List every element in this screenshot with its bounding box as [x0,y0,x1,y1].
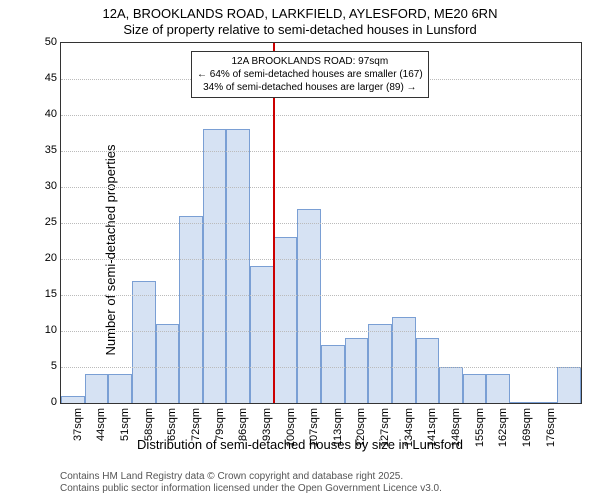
x-tick: 169sqm [521,408,533,448]
x-tick: 58sqm [143,408,155,448]
x-tick: 79sqm [214,408,226,448]
x-tick: 93sqm [261,408,273,448]
annotation-line: 12A BROOKLANDS ROAD: 97sqm [197,55,423,68]
bar [203,129,227,403]
y-tick: 35 [45,144,57,156]
bar [439,367,463,403]
bar [156,324,180,403]
y-tick: 15 [45,288,57,300]
x-tick: 65sqm [166,408,178,448]
y-tick: 20 [45,252,57,264]
x-tick: 37sqm [72,408,84,448]
bar [486,374,510,403]
gridline [61,223,581,224]
y-tick: 45 [45,72,57,84]
bar [534,402,558,403]
bar [368,324,392,403]
attribution-line1: Contains HM Land Registry data © Crown c… [60,471,403,482]
x-tick: 86sqm [237,408,249,448]
y-tick: 30 [45,180,57,192]
x-tick: 120sqm [355,408,367,448]
x-tick: 162sqm [497,408,509,448]
x-tick: 100sqm [285,408,297,448]
y-tick: 50 [45,36,57,48]
bar [85,374,109,403]
bar [274,237,298,403]
gridline [61,187,581,188]
x-tick: 113sqm [332,408,344,448]
bar [463,374,487,403]
x-tick: 44sqm [95,408,107,448]
x-tick: 141sqm [426,408,438,448]
x-axis-label: Distribution of semi-detached houses by … [0,437,600,452]
y-tick: 40 [45,108,57,120]
bar [226,129,250,403]
annotation-line: ← 64% of semi-detached houses are smalle… [197,68,423,81]
x-tick: 51sqm [119,408,131,448]
bar [392,317,416,403]
bar [321,345,345,403]
gridline [61,367,581,368]
x-tick: 155sqm [474,408,486,448]
x-tick: 107sqm [308,408,320,448]
x-tick: 134sqm [403,408,415,448]
bar [132,281,156,403]
x-tick: 176sqm [545,408,557,448]
y-tick: 5 [51,360,57,372]
bar [345,338,369,403]
property-size-chart: 12A, BROOKLANDS ROAD, LARKFIELD, AYLESFO… [0,0,600,500]
bar [61,396,85,403]
annotation-box: 12A BROOKLANDS ROAD: 97sqm← 64% of semi-… [191,51,429,98]
attribution-line2: Contains public sector information licen… [60,483,442,494]
bar [297,209,321,403]
bar [557,367,581,403]
bar [510,402,534,403]
gridline [61,331,581,332]
x-tick: 127sqm [379,408,391,448]
bar [108,374,132,403]
bar [250,266,274,403]
y-tick: 25 [45,216,57,228]
gridline [61,115,581,116]
x-tick: 148sqm [450,408,462,448]
y-tick: 0 [51,396,57,408]
gridline [61,259,581,260]
bar [179,216,203,403]
plot-area: 12A BROOKLANDS ROAD: 97sqm← 64% of semi-… [60,42,582,404]
gridline [61,295,581,296]
y-tick: 10 [45,324,57,336]
gridline [61,151,581,152]
bar [416,338,440,403]
annotation-line: 34% of semi-detached houses are larger (… [197,81,423,94]
chart-title-line2: Size of property relative to semi-detach… [0,22,600,37]
chart-title-line1: 12A, BROOKLANDS ROAD, LARKFIELD, AYLESFO… [0,6,600,21]
x-tick: 72sqm [190,408,202,448]
